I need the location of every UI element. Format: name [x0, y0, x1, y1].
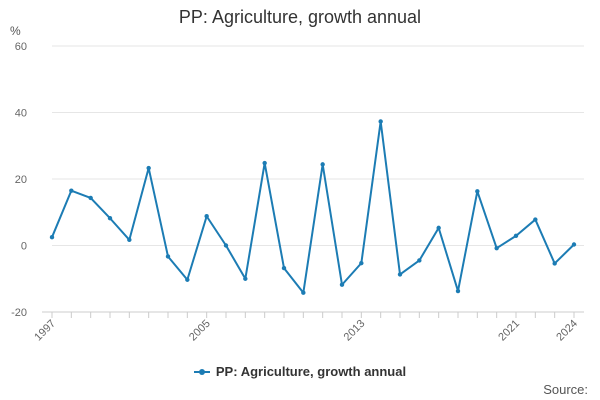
data-point [146, 165, 151, 171]
data-point [494, 245, 499, 251]
data-point [243, 276, 248, 281]
data-point [49, 234, 55, 240]
data-point [185, 277, 190, 282]
gridlines [52, 45, 584, 313]
y-axis-unit: % [10, 24, 21, 38]
data-point [223, 243, 229, 248]
legend: PP: Agriculture, growth annual [0, 364, 600, 379]
data-point [127, 237, 132, 243]
data-point [107, 216, 113, 221]
data-point [552, 261, 557, 266]
x-tick-label: 2013 [342, 318, 368, 344]
chart-title: PP: Agriculture, growth annual [178, 7, 422, 27]
data-point [533, 217, 538, 222]
y-tick-label: -20 [11, 307, 27, 319]
x-tick-label: 2005 [187, 318, 213, 344]
data-point [378, 119, 383, 124]
data-point [320, 162, 325, 167]
x-axis-tick-labels: 1997 2005 2013 2021 2024 [32, 318, 580, 344]
data-point [165, 254, 171, 259]
series-layer [49, 119, 577, 295]
data-point [281, 265, 287, 271]
data-point [475, 189, 480, 194]
source-note: Source: [543, 382, 588, 397]
y-axis-tick-labels: -20 0 20 40 60 [11, 41, 27, 319]
x-tick-label: 2024 [554, 318, 580, 344]
data-point [513, 233, 519, 239]
y-tick-label: 0 [21, 241, 27, 253]
y-tick-label: 20 [15, 174, 27, 186]
data-point [455, 288, 461, 294]
data-point [88, 195, 93, 201]
y-tick-label: 60 [15, 41, 27, 53]
x-tick-label: 1997 [32, 318, 58, 344]
data-point [417, 258, 422, 263]
data-point [397, 272, 403, 277]
x-tick-label: 2021 [496, 318, 522, 344]
data-point [436, 225, 441, 231]
data-point [262, 160, 267, 166]
data-point [359, 260, 364, 266]
x-axis [42, 311, 584, 318]
series-line [51, 120, 575, 294]
data-point [339, 282, 345, 287]
data-point [571, 242, 577, 247]
legend-swatch-icon [193, 368, 210, 375]
legend-label: PP: Agriculture, growth annual [215, 364, 407, 379]
data-point [204, 214, 209, 219]
y-tick-label: 40 [15, 108, 27, 120]
data-point [69, 188, 74, 193]
data-point [301, 290, 306, 295]
